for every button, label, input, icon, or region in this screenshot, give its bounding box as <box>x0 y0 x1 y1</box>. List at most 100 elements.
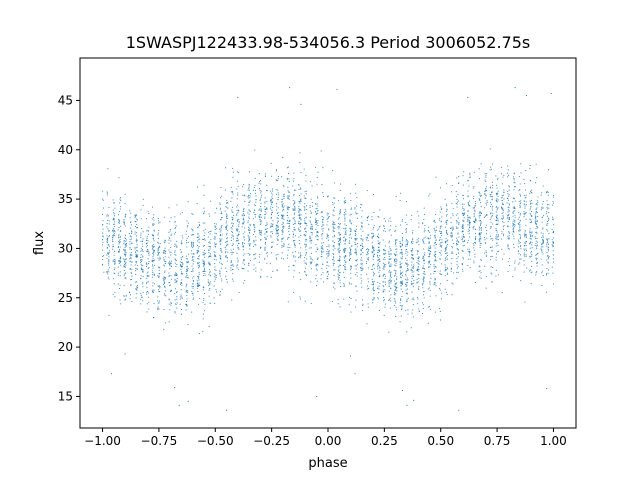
data-point <box>174 227 176 229</box>
data-point <box>264 246 266 248</box>
data-point <box>158 266 160 268</box>
data-point <box>322 211 324 213</box>
data-point <box>395 287 397 289</box>
data-point <box>102 255 104 257</box>
data-point <box>332 253 334 255</box>
data-point <box>300 279 302 281</box>
data-point-outlier <box>237 96 239 98</box>
data-point <box>339 210 341 212</box>
data-point <box>354 242 356 244</box>
data-point <box>452 252 454 254</box>
data-point <box>428 256 430 258</box>
data-point <box>258 182 260 184</box>
data-point <box>130 258 132 260</box>
data-point <box>130 294 132 296</box>
data-point <box>191 257 193 259</box>
data-point <box>490 205 492 207</box>
data-point <box>236 188 238 190</box>
x-tick-label: −0.75 <box>141 434 178 448</box>
data-point <box>248 237 250 239</box>
data-point-outlier <box>336 89 338 91</box>
data-point <box>417 251 419 253</box>
data-point <box>203 265 205 267</box>
data-point <box>137 219 139 221</box>
data-point <box>264 233 266 235</box>
data-point <box>394 254 396 256</box>
data-point <box>399 200 401 202</box>
data-point <box>536 253 538 255</box>
data-point <box>317 231 319 233</box>
data-point <box>287 237 289 239</box>
data-point <box>282 207 284 209</box>
data-point <box>378 233 380 235</box>
data-point <box>418 244 420 246</box>
data-point <box>219 257 221 259</box>
data-point <box>106 191 108 193</box>
data-point <box>388 280 390 282</box>
data-point <box>485 287 487 289</box>
data-point <box>243 219 245 221</box>
data-point-outlier <box>525 94 527 96</box>
data-point <box>326 214 328 216</box>
data-point <box>270 235 272 237</box>
data-point <box>140 294 142 296</box>
data-point <box>248 227 250 229</box>
data-point <box>253 224 255 226</box>
data-point <box>192 267 194 269</box>
data-point <box>428 241 430 243</box>
data-point <box>480 220 482 222</box>
data-point <box>253 228 255 230</box>
data-point <box>174 281 176 283</box>
data-point <box>473 247 475 249</box>
data-point <box>485 242 487 244</box>
data-point <box>467 250 469 252</box>
data-point <box>323 224 325 226</box>
data-point <box>294 228 296 230</box>
data-point <box>317 264 319 266</box>
data-point <box>384 230 386 232</box>
data-point <box>462 238 464 240</box>
data-point <box>508 218 510 220</box>
data-point <box>371 299 373 301</box>
data-point <box>440 254 442 256</box>
data-point <box>473 244 475 246</box>
data-point <box>271 204 273 206</box>
data-point <box>168 242 170 244</box>
data-point <box>265 190 267 191</box>
data-point <box>135 241 137 243</box>
data-point <box>130 264 132 266</box>
data-point <box>192 279 194 281</box>
data-point <box>367 259 369 261</box>
data-point <box>204 222 206 224</box>
data-point <box>400 265 402 267</box>
data-point <box>344 247 346 249</box>
data-point <box>123 239 125 241</box>
data-point <box>305 240 307 242</box>
y-axis-label: flux <box>32 231 47 255</box>
data-point <box>125 262 127 264</box>
data-point <box>361 226 363 228</box>
data-point <box>202 222 204 224</box>
data-point <box>310 281 312 283</box>
data-point <box>350 253 352 255</box>
data-point <box>373 211 375 213</box>
data-point <box>119 211 121 213</box>
data-point <box>253 204 255 206</box>
data-point <box>372 290 374 292</box>
data-point <box>328 239 330 241</box>
data-point <box>479 245 481 247</box>
data-point <box>339 252 341 254</box>
data-point <box>304 246 306 248</box>
data-point <box>412 239 414 241</box>
data-point <box>529 228 531 230</box>
data-point <box>117 274 119 276</box>
data-point <box>233 238 234 240</box>
data-point <box>451 185 453 187</box>
data-point <box>399 245 401 247</box>
data-point <box>186 274 188 276</box>
data-point <box>424 273 426 275</box>
data-point <box>501 197 503 199</box>
data-point <box>169 228 171 230</box>
data-point <box>299 296 301 298</box>
data-point <box>372 247 374 249</box>
